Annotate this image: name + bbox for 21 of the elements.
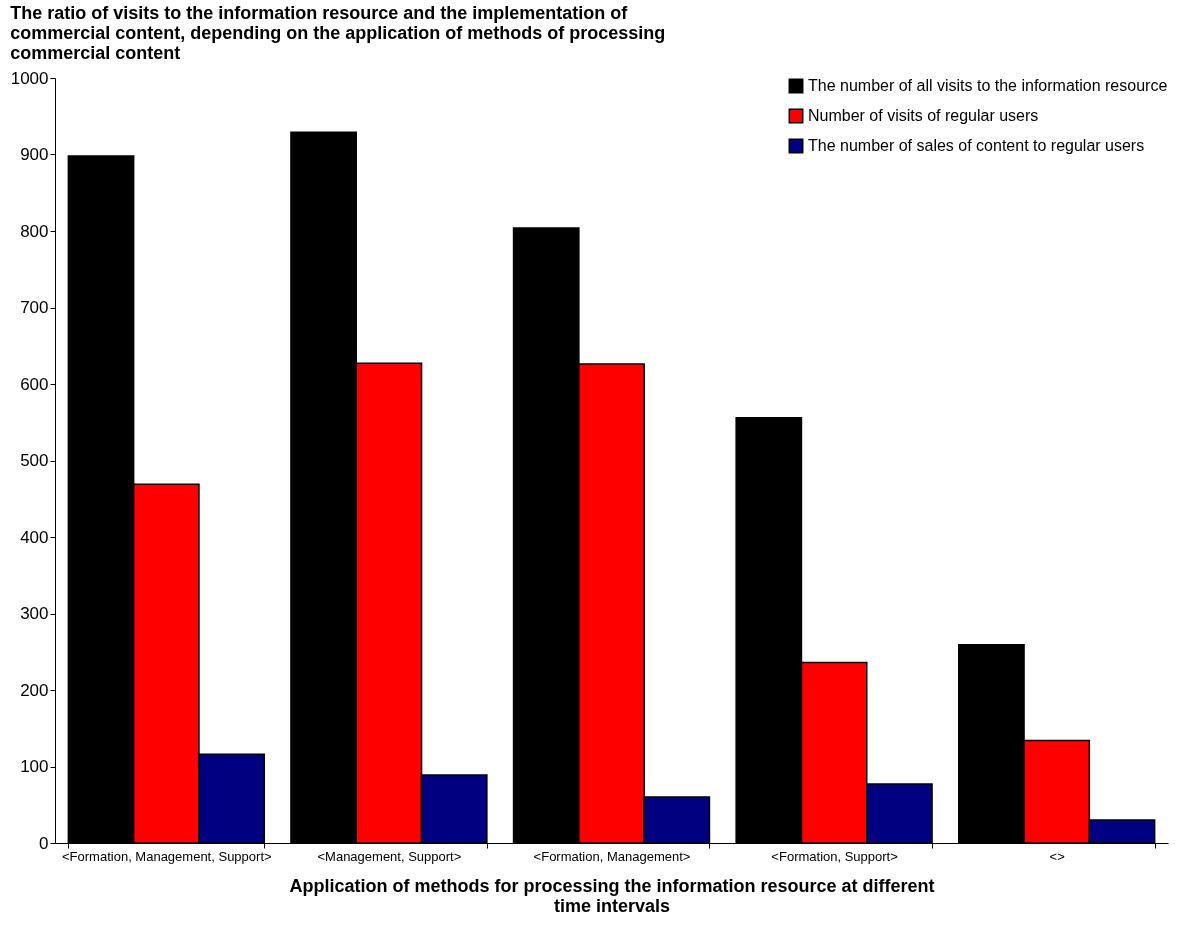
x-tick-label: <Formation, Management, Support> bbox=[62, 848, 272, 864]
x-axis-title: Application of methods for processing the information resource at different time intervals bbox=[289, 875, 935, 916]
y-tick-label: 500 bbox=[20, 451, 49, 470]
y-tick-label: 600 bbox=[20, 374, 49, 394]
legend-label: The number of sales of content to regular users bbox=[808, 137, 1145, 154]
y-tick-label: 300 bbox=[20, 604, 49, 623]
y-tick-label: 700 bbox=[20, 298, 49, 317]
y-tick-label: 1000 bbox=[10, 68, 49, 88]
y-tick-label: 100 bbox=[20, 757, 49, 776]
legend-label: The number of all visits to the information resource bbox=[808, 77, 1168, 94]
y-tick-label: 200 bbox=[20, 680, 49, 700]
x-tick-label: <Management, Support> bbox=[317, 848, 462, 864]
x-tick-label: <Formation, Support> bbox=[771, 848, 898, 864]
y-tick-label: 0 bbox=[39, 833, 49, 853]
y-tick-label: 400 bbox=[20, 527, 49, 547]
y-tick-label: 900 bbox=[20, 145, 49, 164]
x-tick-label: <Formation, Management> bbox=[533, 848, 691, 864]
legend-label: Number of visits of regular users bbox=[808, 107, 1039, 124]
x-tick-label: <> bbox=[1049, 848, 1065, 864]
y-tick-label: 800 bbox=[20, 221, 49, 241]
chart-title: The ratio of visits to the information resource and the implementation of commercial content, depending on the application of methods of processing commercial content bbox=[10, 3, 666, 63]
